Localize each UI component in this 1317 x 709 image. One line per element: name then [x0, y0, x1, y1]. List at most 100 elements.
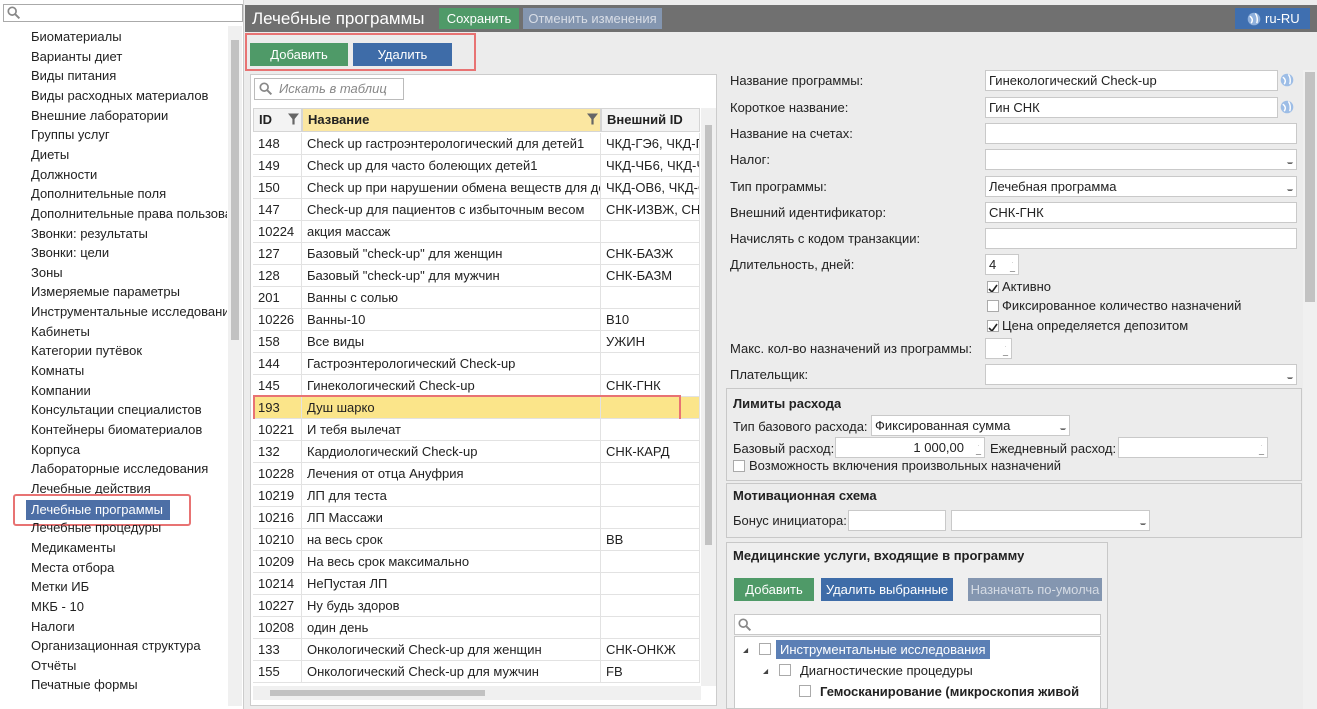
- table-cell[interactable]: 10208: [253, 617, 302, 639]
- nav-item[interactable]: Виды питания: [31, 68, 117, 84]
- table-cell[interactable]: акция массаж: [302, 221, 601, 243]
- tree-node-selected[interactable]: Инструментальные исследования: [776, 640, 990, 659]
- field-input[interactable]: [985, 228, 1297, 249]
- table-cell[interactable]: 132: [253, 441, 302, 463]
- services-default-button[interactable]: Назначать по-умолча: [968, 578, 1102, 601]
- nav-item[interactable]: Лабораторные исследования: [31, 461, 209, 477]
- nav-item[interactable]: Места отбора: [31, 559, 115, 575]
- table-cell[interactable]: 133: [253, 639, 302, 661]
- checkbox[interactable]: [987, 300, 999, 312]
- table-cell[interactable]: 10216: [253, 507, 302, 529]
- field-input[interactable]: [985, 149, 1297, 170]
- nav-item[interactable]: Организационная структура: [31, 638, 201, 654]
- table-cell[interactable]: 148: [253, 133, 302, 155]
- table-cell[interactable]: Check up для часто болеющих детей1: [302, 155, 601, 177]
- field-input[interactable]: Гинекологический Check-up: [985, 70, 1278, 91]
- nav-item[interactable]: Инструментальные исследовани: [31, 304, 227, 320]
- table-cell[interactable]: на весь срок: [302, 529, 601, 551]
- table-cell[interactable]: 127: [253, 243, 302, 265]
- nav-item[interactable]: Лечебные действия: [31, 480, 151, 496]
- nav-item[interactable]: Дополнительные права пользова: [31, 205, 227, 221]
- column-header[interactable]: Внешний ID: [601, 108, 700, 132]
- table-cell[interactable]: Ванны с солью: [302, 287, 601, 309]
- nav-item[interactable]: Кабинеты: [31, 323, 90, 339]
- nav-item[interactable]: Звонки: результаты: [31, 225, 148, 241]
- add-button[interactable]: Добавить: [250, 43, 348, 66]
- nav-item[interactable]: Измеряемые параметры: [31, 284, 180, 300]
- field-input[interactable]: 4: [985, 254, 1019, 275]
- table-cell[interactable]: 193: [253, 397, 302, 419]
- table-cell[interactable]: ЧКД-ГЭ6, ЧКД-Г: [601, 133, 700, 155]
- table-cell[interactable]: Гинекологический Check-up: [302, 375, 601, 397]
- nav-item[interactable]: Лечебные процедуры: [31, 520, 162, 536]
- tree-node[interactable]: Гемосканирование (микроскопия живой: [820, 684, 1080, 699]
- services-delete-button[interactable]: Удалить выбранные: [821, 578, 953, 601]
- nav-item[interactable]: Дополнительные поля: [31, 186, 167, 202]
- field-input[interactable]: Гин СНК: [985, 97, 1278, 118]
- services-search[interactable]: [734, 614, 1101, 635]
- table-cell[interactable]: 10224: [253, 221, 302, 243]
- table-cell[interactable]: На весь срок максимально: [302, 551, 601, 573]
- table-cell[interactable]: 144: [253, 353, 302, 375]
- table-cell[interactable]: Check up при нарушении обмена веществ дл…: [302, 177, 601, 199]
- table-cell[interactable]: ЛП для теста: [302, 485, 601, 507]
- table-cell[interactable]: НеПустая ЛП: [302, 573, 601, 595]
- checkbox[interactable]: [799, 685, 811, 697]
- table-cell[interactable]: Гастроэнтерологический Check-up: [302, 353, 601, 375]
- field-input[interactable]: [848, 510, 946, 531]
- save-button[interactable]: Сохранить: [439, 8, 519, 29]
- checkbox[interactable]: [779, 664, 791, 676]
- nav-item[interactable]: Медикаменты: [31, 539, 116, 555]
- tree-node[interactable]: Диагностические процедуры: [800, 663, 973, 678]
- table-cell[interactable]: СНК-КАРД: [601, 441, 700, 463]
- table-cell[interactable]: ЧКД-ЧБ6, ЧКД-Ч: [601, 155, 700, 177]
- checkbox[interactable]: [987, 320, 999, 332]
- table-cell[interactable]: 147: [253, 199, 302, 221]
- field-input[interactable]: [1118, 437, 1268, 458]
- field-input[interactable]: [985, 123, 1297, 144]
- nav-item[interactable]: Консультации специалистов: [31, 402, 202, 418]
- table-cell[interactable]: Базовый "check-up" для женщин: [302, 243, 601, 265]
- nav-item[interactable]: Контейнеры биоматериалов: [31, 422, 203, 437]
- table-cell[interactable]: СНК-ОНКЖ: [601, 639, 700, 661]
- column-header[interactable]: Название: [302, 108, 601, 132]
- table-cell[interactable]: Душ шарко: [302, 397, 601, 419]
- table-cell[interactable]: 158: [253, 331, 302, 353]
- table-cell[interactable]: 201: [253, 287, 302, 309]
- table-cell[interactable]: B10: [601, 309, 700, 331]
- table-cell[interactable]: Базовый "check-up" для мужчин: [302, 265, 601, 287]
- table-cell[interactable]: 128: [253, 265, 302, 287]
- nav-item[interactable]: Зоны: [31, 264, 63, 280]
- table-cell[interactable]: 10226: [253, 309, 302, 331]
- nav-item[interactable]: МКБ - 10: [31, 598, 84, 614]
- field-input[interactable]: СНК-ГНК: [985, 202, 1297, 223]
- nav-item[interactable]: Категории путёвок: [31, 343, 143, 359]
- table-cell[interactable]: УЖИН: [601, 331, 700, 353]
- nav-item-selected[interactable]: Лечебные программы: [26, 499, 170, 520]
- table-cell[interactable]: 10209: [253, 551, 302, 573]
- services-add-button[interactable]: Добавить: [734, 578, 814, 601]
- nav-item[interactable]: Виды расходных материалов: [31, 87, 209, 103]
- nav-item[interactable]: Налоги: [31, 618, 75, 634]
- checkbox[interactable]: [733, 460, 745, 472]
- table-cell[interactable]: СНК-БАЗЖ: [601, 243, 700, 265]
- table-cell[interactable]: И тебя вылечат: [302, 419, 601, 441]
- table-cell[interactable]: 10210: [253, 529, 302, 551]
- table-cell[interactable]: СНК-ГНК: [601, 375, 700, 397]
- table-cell[interactable]: СНК-ИЗВЖ, СНК: [601, 199, 700, 221]
- nav-item[interactable]: Группы услуг: [31, 127, 110, 143]
- table-search[interactable]: [254, 78, 404, 100]
- table-cell[interactable]: ЛП Массажи: [302, 507, 601, 529]
- nav-item[interactable]: Биоматериалы: [31, 29, 122, 44]
- cancel-button[interactable]: Отменить изменения: [523, 8, 662, 29]
- table-cell[interactable]: один день: [302, 617, 601, 639]
- table-cell[interactable]: Ванны-10: [302, 309, 601, 331]
- nav-item[interactable]: Варианты диет: [31, 48, 123, 64]
- table-cell[interactable]: Ну будь здоров: [302, 595, 601, 617]
- checkbox[interactable]: [759, 643, 771, 655]
- table-cell[interactable]: 145: [253, 375, 302, 397]
- table-cell[interactable]: FB: [601, 661, 700, 683]
- nav-item[interactable]: Внешние лаборатории: [31, 107, 169, 123]
- nav-item[interactable]: Метки ИБ: [31, 579, 90, 595]
- field-select[interactable]: [951, 510, 1150, 531]
